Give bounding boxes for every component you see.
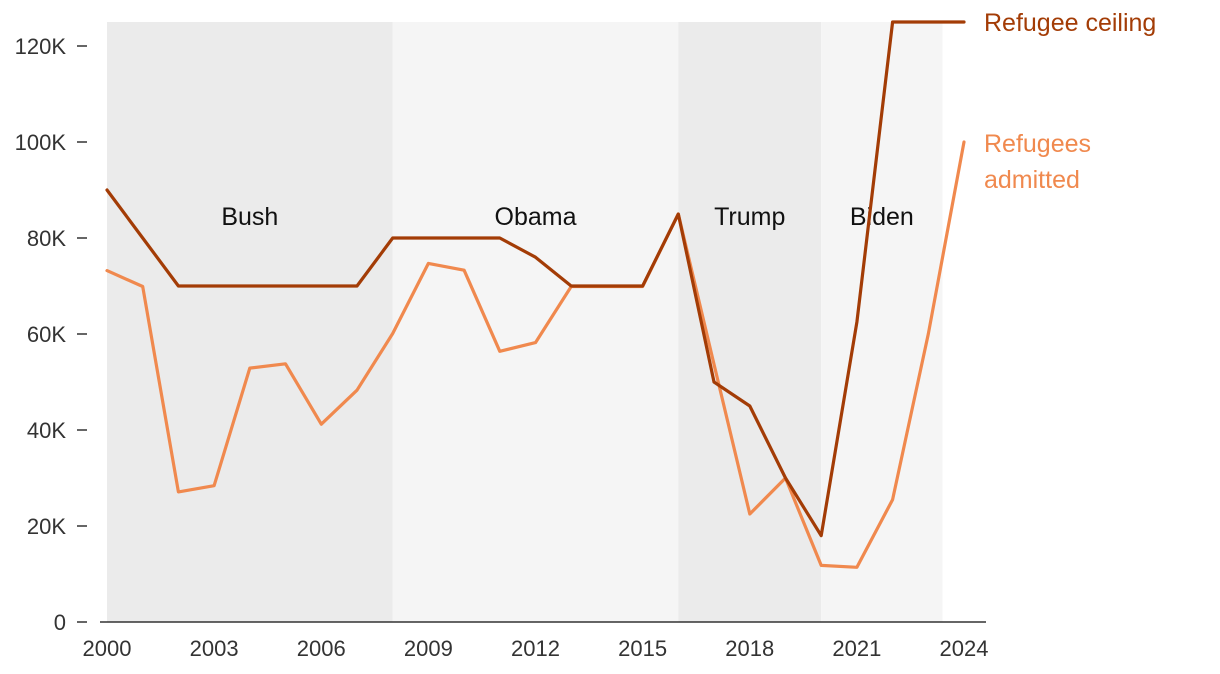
- era-label-biden: Biden: [850, 203, 914, 231]
- series-line-refugees-admitted: [105, 140, 966, 569]
- y-tick-label: 80K: [27, 226, 66, 251]
- era-band-bush: [107, 22, 393, 622]
- x-tick-label: 2021: [832, 636, 881, 661]
- series-line-refugee-ceiling: [105, 20, 966, 538]
- era-band-obama: [392, 22, 679, 622]
- y-tick-label: 0: [54, 610, 66, 635]
- x-tick-label: 2024: [940, 636, 989, 661]
- legend-label-refugees-admitted: Refugees: [984, 130, 1091, 158]
- era-label-obama: Obama: [495, 203, 577, 231]
- x-tick-label: 2012: [511, 636, 560, 661]
- y-tick-label: 20K: [27, 514, 66, 539]
- x-tick-label: 2018: [725, 636, 774, 661]
- y-tick-label: 100K: [15, 130, 67, 155]
- era-labels: Bush Obama Trump Biden: [221, 203, 914, 231]
- era-label-bush: Bush: [221, 203, 278, 231]
- legend: Refugee ceiling Refugees admitted: [984, 9, 1156, 194]
- x-tick-label: 2006: [297, 636, 346, 661]
- y-axis: 0 20K 40K 60K 80K 100K 120K: [15, 34, 87, 635]
- legend-label-refugee-ceiling: Refugee ceiling: [984, 9, 1156, 37]
- y-tick-label: 60K: [27, 322, 66, 347]
- era-label-trump: Trump: [714, 203, 785, 231]
- x-tick-label: 2009: [404, 636, 453, 661]
- y-tick-label: 40K: [27, 418, 66, 443]
- x-tick-label: 2000: [83, 636, 132, 661]
- x-tick-label: 2003: [190, 636, 239, 661]
- legend-label-refugees-admitted: admitted: [984, 166, 1080, 194]
- x-tick-label: 2015: [618, 636, 667, 661]
- x-axis: 2000 2003 2006 2009 2012 2015 2018 2021 2024: [83, 621, 989, 661]
- y-tick-label: 120K: [15, 34, 67, 59]
- series-lines: [105, 20, 966, 569]
